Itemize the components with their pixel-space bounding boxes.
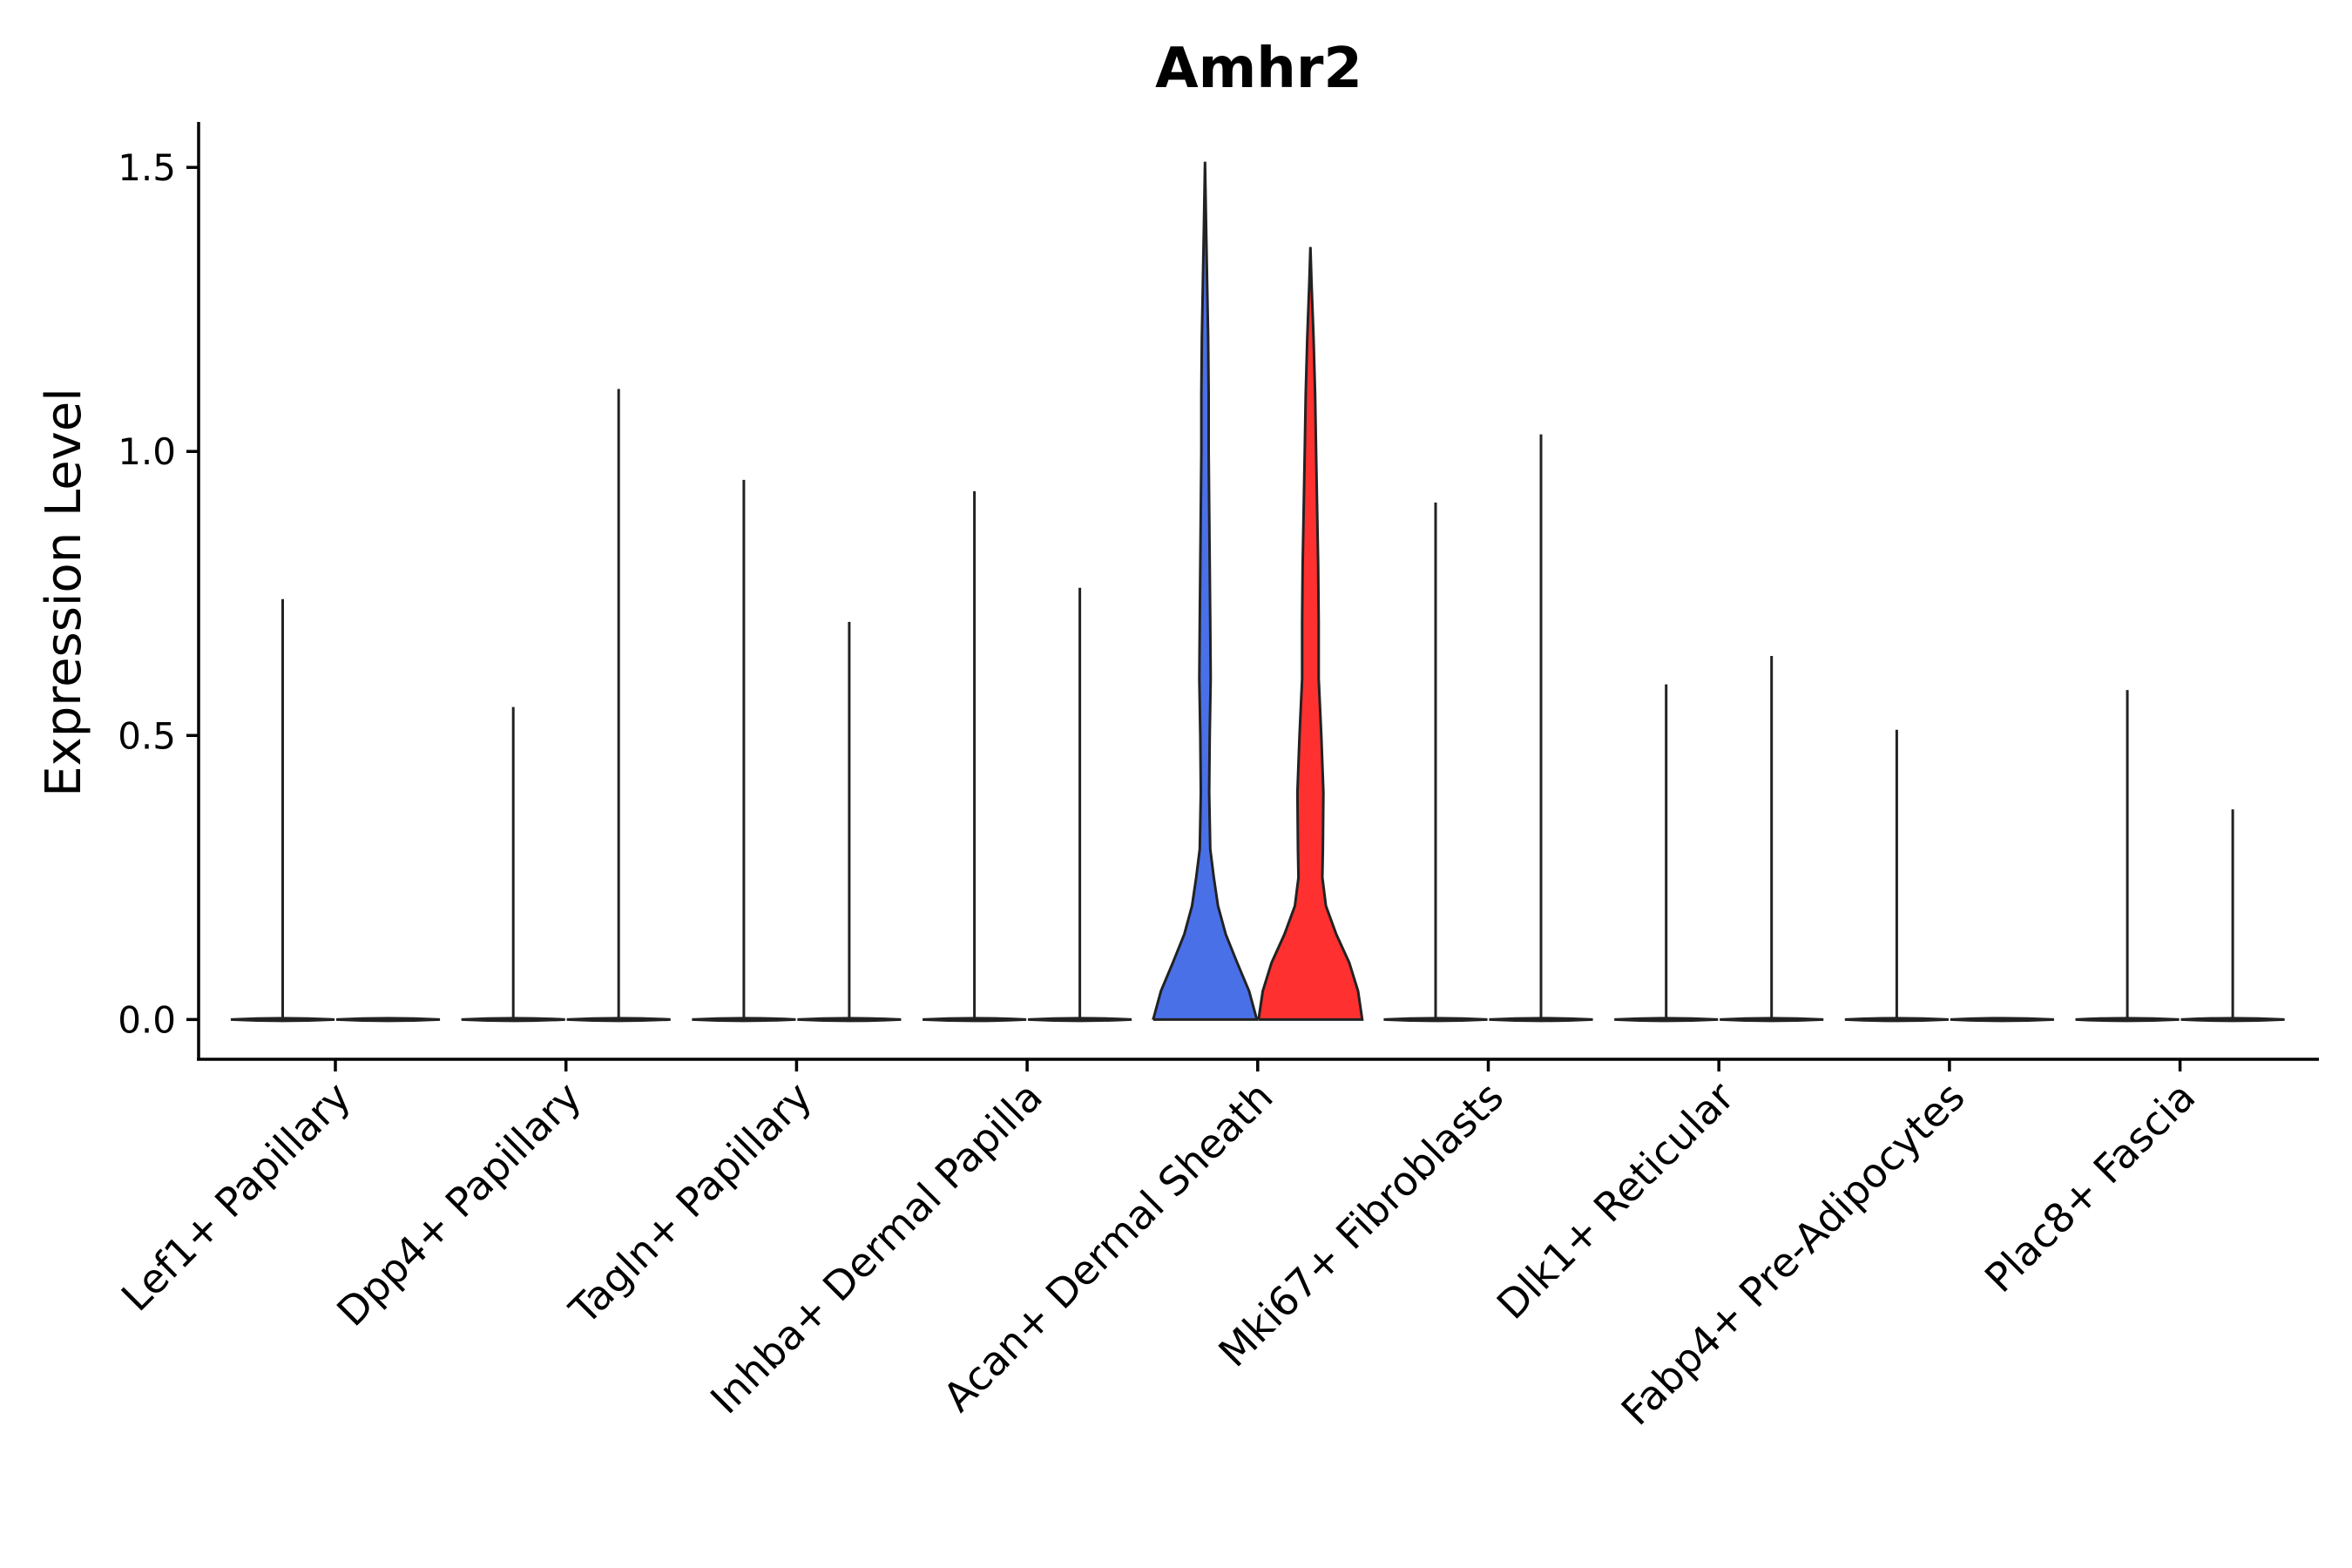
x-tick-label: Plac8+ Fascia bbox=[1976, 1073, 2204, 1301]
violin-right bbox=[1257, 247, 1364, 1021]
y-ticks: 0.0 0.5 1.0 1.5 bbox=[118, 146, 199, 1041]
y-tick-label: 0.5 bbox=[118, 714, 176, 757]
violin-left bbox=[1152, 161, 1259, 1021]
y-axis-label: Expression Level bbox=[36, 388, 92, 797]
violins bbox=[230, 161, 2285, 1023]
x-tick-label: Dpp4+ Papillary bbox=[328, 1073, 590, 1335]
y-tick-label: 1.0 bbox=[118, 430, 176, 473]
y-tick-label: 1.5 bbox=[118, 146, 176, 189]
x-tick-label: Tagln+ Papillary bbox=[560, 1073, 821, 1335]
violin-baseline bbox=[335, 1017, 441, 1023]
x-tick-label: Dlk1+ Reticular bbox=[1488, 1073, 1743, 1328]
violin-baseline bbox=[1950, 1017, 2054, 1023]
y-tick-label: 0.0 bbox=[118, 998, 176, 1041]
chart-title: Amhr2 bbox=[1155, 37, 1362, 101]
x-tick-label: Lef1+ Papillary bbox=[112, 1073, 360, 1321]
